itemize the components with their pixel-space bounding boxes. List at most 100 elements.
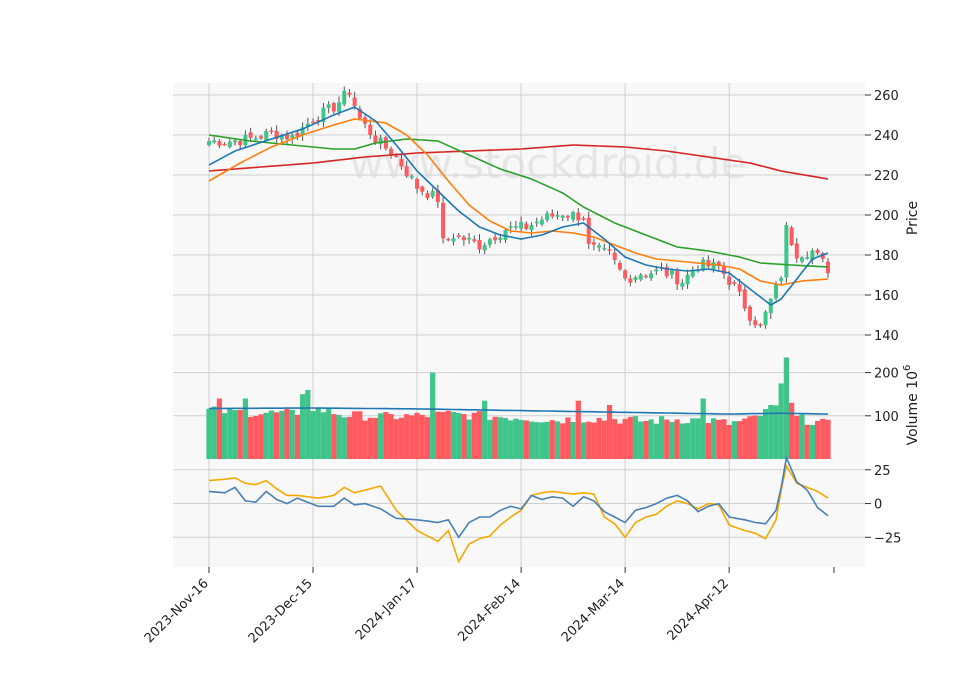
volume-bar: [367, 417, 373, 459]
candle-body: [784, 225, 789, 278]
volume-bar: [279, 410, 285, 459]
candle-body: [612, 252, 617, 261]
volume-bar: [539, 422, 545, 459]
volume-bar: [440, 411, 446, 459]
volume-axis-exponent: 6: [902, 365, 913, 371]
volume-bar: [284, 409, 290, 459]
volume-bar: [211, 406, 217, 459]
volume-bar: [497, 417, 503, 459]
volume-bar: [710, 418, 717, 459]
candle-body: [316, 120, 321, 122]
candle-body: [820, 253, 825, 259]
volume-bar: [362, 420, 368, 459]
candle-body: [389, 148, 394, 156]
candle-body: [253, 138, 258, 141]
candle-body: [789, 227, 794, 245]
volume-bar: [300, 394, 306, 459]
volume-bar: [476, 411, 483, 459]
volume-bar: [523, 420, 529, 459]
volume-bar: [586, 421, 592, 459]
candle-body: [383, 137, 388, 149]
volume-bar: [627, 416, 633, 459]
volume-y-tick-label: 100: [874, 410, 899, 425]
volume-bar: [404, 414, 410, 459]
volume-bar: [768, 405, 774, 459]
volume-bar: [809, 425, 815, 459]
candle-body: [669, 270, 674, 275]
volume-bar: [664, 419, 670, 459]
oscillator-line-a: [208, 454, 829, 539]
candle-body: [285, 134, 290, 140]
candle-body: [487, 239, 492, 245]
volume-bar: [461, 414, 467, 459]
volume-bar: [549, 420, 555, 459]
candle-body: [737, 284, 742, 292]
volume-bar: [341, 417, 347, 459]
candle-body: [352, 97, 357, 106]
volume-bar: [570, 422, 576, 459]
volume-bar: [466, 419, 472, 459]
candle-body: [493, 237, 498, 241]
osc-y-tick-label: 0: [874, 498, 882, 513]
oscillator-panel-bg: [173, 459, 865, 567]
volume-bar: [690, 418, 696, 459]
oscillator-line-b: [208, 463, 829, 564]
volume-bar: [320, 412, 327, 459]
candle-body: [404, 166, 409, 177]
x-tick-label: 2024-Apr-12: [665, 576, 732, 643]
volume-bar: [357, 411, 363, 459]
candle-body: [654, 269, 659, 272]
candle-body: [586, 217, 591, 244]
volume-bar: [227, 407, 233, 459]
candle-body: [347, 92, 352, 95]
volume-bar: [778, 383, 784, 459]
candle-body: [326, 104, 331, 108]
candle-body: [331, 103, 336, 112]
candle-body: [305, 123, 310, 128]
volume-bar: [268, 410, 275, 459]
candle-body: [571, 212, 576, 220]
candle-body: [649, 273, 654, 279]
volume-bar: [700, 398, 706, 459]
candle-body: [628, 278, 633, 283]
sma-mid-line: [208, 118, 829, 286]
volume-bars: [206, 357, 831, 459]
volume-bar: [336, 414, 342, 459]
volume-bar: [248, 416, 254, 459]
volume-bar: [653, 423, 659, 459]
volume-bar: [742, 418, 748, 459]
price-panel-bg: [173, 83, 865, 351]
candle-body: [212, 140, 217, 143]
candle-body: [805, 257, 810, 259]
candle-body: [680, 282, 685, 287]
candle-body: [633, 277, 638, 281]
candle-body: [576, 212, 581, 221]
x-tick-label: 2024-Jan-17: [353, 576, 420, 643]
candle-body: [607, 249, 612, 251]
volume-bar: [487, 419, 493, 459]
candle-body: [519, 222, 524, 229]
candle-body: [794, 243, 799, 259]
candle-body: [295, 132, 300, 137]
candle-body: [602, 247, 607, 250]
volume-bar: [716, 419, 722, 459]
candle-body: [399, 159, 404, 167]
candle-body: [565, 216, 570, 218]
candle-body: [529, 225, 534, 230]
volume-bar: [679, 423, 685, 459]
candle-body: [222, 143, 227, 146]
volume-bar: [430, 372, 436, 459]
volume-bar: [419, 414, 425, 459]
volume-bar: [263, 412, 269, 459]
sma-long-line: [208, 144, 829, 180]
sma-slow-line: [208, 134, 829, 268]
candle-body: [461, 236, 466, 241]
volume-bar: [736, 421, 743, 459]
volume-bar: [305, 389, 311, 459]
volume-bar: [762, 409, 769, 459]
candle-body: [467, 237, 472, 240]
candle-body: [269, 130, 274, 133]
candle-body: [378, 137, 383, 144]
candle-body: [420, 186, 425, 192]
candle-body: [753, 320, 758, 326]
